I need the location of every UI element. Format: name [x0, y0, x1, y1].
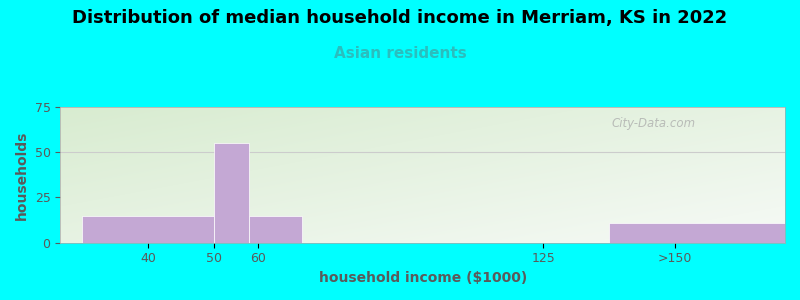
- Text: City-Data.com: City-Data.com: [611, 117, 695, 130]
- Text: Distribution of median household income in Merriam, KS in 2022: Distribution of median household income …: [72, 9, 728, 27]
- Bar: [610, 223, 785, 243]
- Y-axis label: households: households: [15, 130, 29, 220]
- Bar: [249, 216, 302, 243]
- Bar: [82, 216, 214, 243]
- Bar: [214, 143, 249, 243]
- Text: Asian residents: Asian residents: [334, 46, 466, 62]
- X-axis label: household income ($1000): household income ($1000): [318, 271, 526, 285]
